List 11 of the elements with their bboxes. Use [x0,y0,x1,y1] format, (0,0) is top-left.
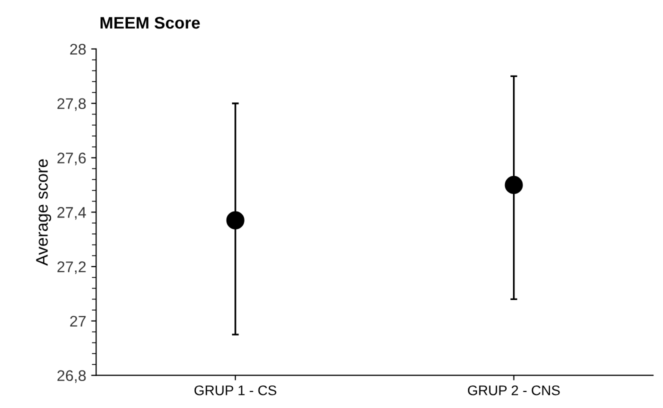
y-tick-label: 27,6 [57,152,86,166]
y-tick-label: 27 [70,316,86,326]
y-tick-label: 27,8 [57,98,86,111]
y-tick-label: 27,4 [57,207,86,220]
y-tick-label: 28 [70,44,86,55]
y-tick-label: 27,2 [57,261,86,274]
chart-title: MEEM Score [100,16,200,29]
x-tick-label: GRUP 1 - CS [194,385,276,396]
y-axis-title: Average score [36,159,52,266]
x-tick-label: GRUP 2 - CNS [468,385,560,396]
y-tick-label: 26,8 [57,370,86,383]
